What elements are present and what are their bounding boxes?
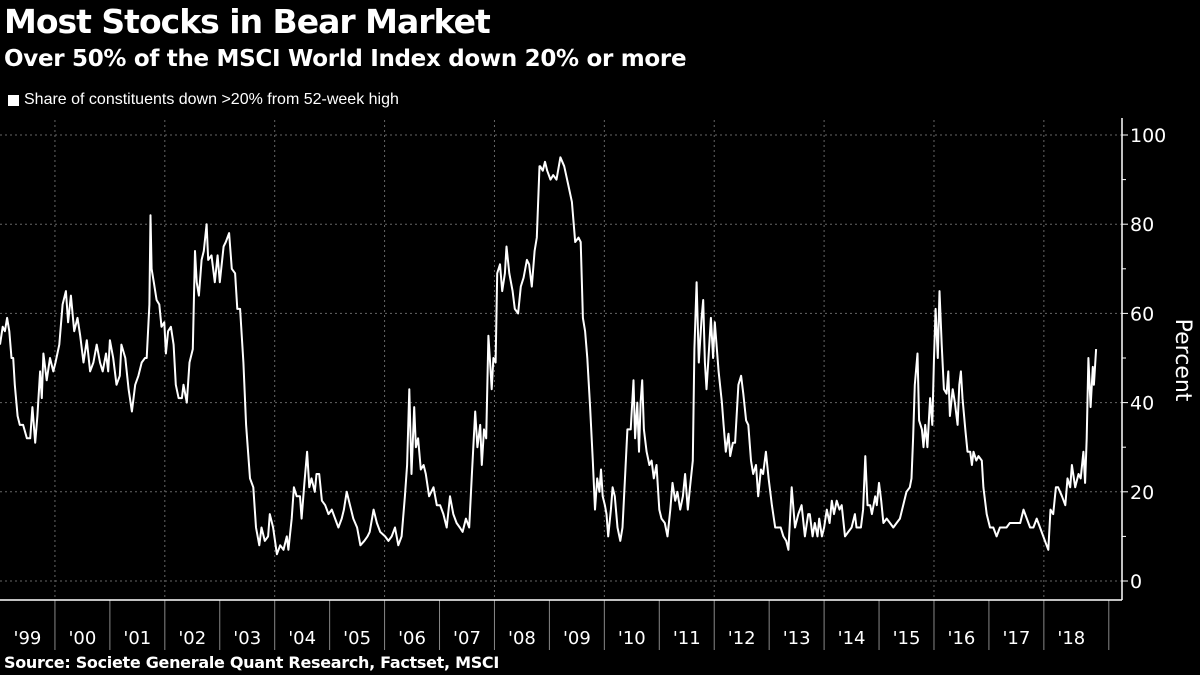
x-tick-label: '99 — [14, 628, 42, 649]
x-tick-label: '07 — [453, 628, 481, 649]
y-tick-label: 0 — [1130, 571, 1142, 593]
y-tick-label: 40 — [1130, 393, 1154, 415]
x-tick-label: '03 — [233, 628, 261, 649]
axes: 0 20 40 60 80 100 '99 '00 '01 '02 '03 '04 '05 '06 '07 '… — [0, 118, 1166, 650]
series-lines — [0, 156, 1098, 556]
x-tick-label: '04 — [288, 628, 316, 649]
y-tick-label: 20 — [1130, 482, 1154, 504]
x-tick-label: '11 — [673, 628, 701, 649]
series-line — [0, 156, 1098, 556]
x-tick-label: '15 — [893, 628, 921, 649]
x-tick-label: '09 — [563, 628, 591, 649]
chart-subtitle: Over 50% of the MSCI World Index down 20… — [4, 46, 687, 72]
x-tick-label: '18 — [1057, 628, 1085, 649]
x-tick-label: '12 — [728, 628, 756, 649]
source-note: Source: Societe Generale Quant Research,… — [4, 653, 500, 672]
x-tick-label: '14 — [838, 628, 866, 649]
grid — [0, 120, 1122, 600]
legend-swatch — [8, 94, 19, 106]
x-tick-label: '06 — [398, 628, 426, 649]
y-axis-label: Percent — [1170, 319, 1195, 402]
y-tick-label: 100 — [1130, 125, 1166, 147]
x-tick-label: '08 — [508, 628, 536, 649]
y-tick-label: 80 — [1130, 214, 1154, 236]
x-tick-label: '01 — [123, 628, 151, 649]
legend-label: Share of constituents down >20% from 52-… — [24, 91, 399, 108]
x-tick-label: '17 — [1002, 628, 1030, 649]
x-tick-label: '05 — [343, 628, 371, 649]
x-tick-label: '10 — [618, 628, 646, 649]
x-tick-label: '02 — [178, 628, 206, 649]
x-tick-label: '00 — [68, 628, 96, 649]
legend: Share of constituents down >20% from 52-… — [8, 91, 399, 109]
y-tick-label: 60 — [1130, 303, 1154, 325]
x-tick-label: '16 — [948, 628, 976, 649]
x-tick-label: '13 — [783, 628, 811, 649]
chart-title: Most Stocks in Bear Market — [4, 2, 491, 41]
